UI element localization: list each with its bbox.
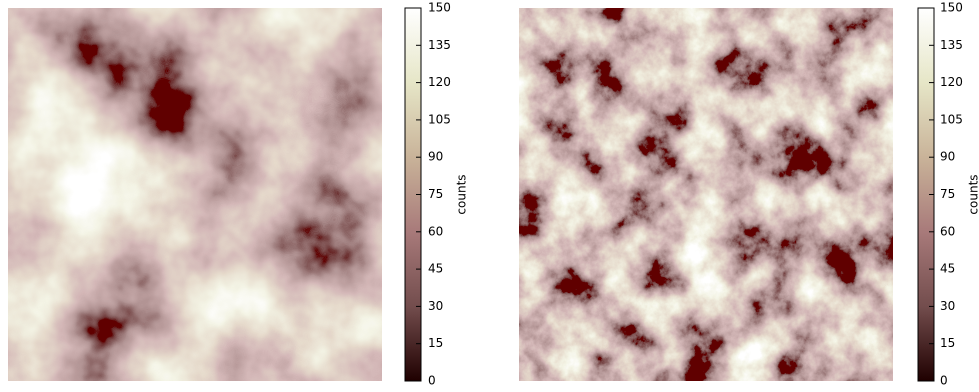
colorbar-tick-label: 45	[940, 262, 955, 276]
colorbar-tick-label: 150	[940, 1, 963, 15]
image	[519, 8, 893, 381]
colorbar-tick-label: 30	[428, 299, 443, 313]
colorbar-tick-label: 75	[940, 187, 955, 201]
colorbar-tick-label: 135	[428, 38, 451, 52]
colorbar-tick-label: 120	[428, 75, 451, 89]
colorbar-tick-label: 60	[428, 224, 443, 238]
colorbar-tick-label: 105	[940, 112, 963, 126]
colorbar-tick-label: 60	[940, 224, 955, 238]
colorbar-tick-label: 90	[428, 150, 443, 164]
colorbar-tick-label: 15	[940, 336, 955, 350]
colorbar-tick-label: 120	[940, 75, 963, 89]
colorbar-tick-label: 0	[940, 374, 948, 388]
image	[8, 8, 382, 381]
colorbar-tick-label: 75	[428, 187, 443, 201]
colorbar-tick-label: 30	[940, 299, 955, 313]
colorbar-tick-label: 150	[428, 1, 451, 15]
colorbar-tick-label: 45	[428, 262, 443, 276]
colorbar-label: counts	[455, 174, 469, 214]
colorbar-tick-label: 135	[940, 38, 963, 52]
colorbar-tick-label: 105	[428, 112, 451, 126]
colorbar-label: counts	[967, 174, 979, 214]
colorbar-tick-label: 0	[428, 374, 436, 388]
colorbar-tick-label: 90	[940, 150, 955, 164]
colorbar-tick-label: 15	[428, 336, 443, 350]
